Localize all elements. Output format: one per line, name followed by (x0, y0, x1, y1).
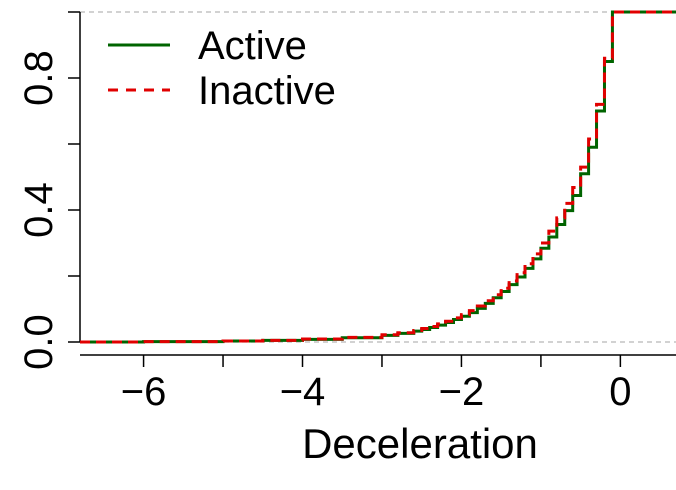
y-axis-ticks: 0.0 0.4 0.8 (17, 11, 80, 370)
y-tick-label: 0.8 (17, 50, 61, 106)
legend-label: Inactive (198, 69, 336, 113)
x-tick-label: −4 (280, 370, 326, 414)
y-tick-label: 0.0 (17, 314, 61, 370)
x-tick-label: 0 (609, 370, 631, 414)
x-tick-label: −2 (439, 370, 485, 414)
x-axis-title: Deceleration (302, 420, 538, 467)
reference-lines (80, 11, 676, 343)
series-line-inactive (80, 10, 676, 344)
x-axis-ticks: −6 −4 −2 0 (121, 355, 631, 414)
series-line-active (80, 10, 676, 344)
series-layer (80, 10, 676, 344)
y-tick-label: 0.4 (17, 182, 61, 238)
legend-label: Active (198, 24, 307, 68)
x-tick-label: −6 (121, 370, 167, 414)
